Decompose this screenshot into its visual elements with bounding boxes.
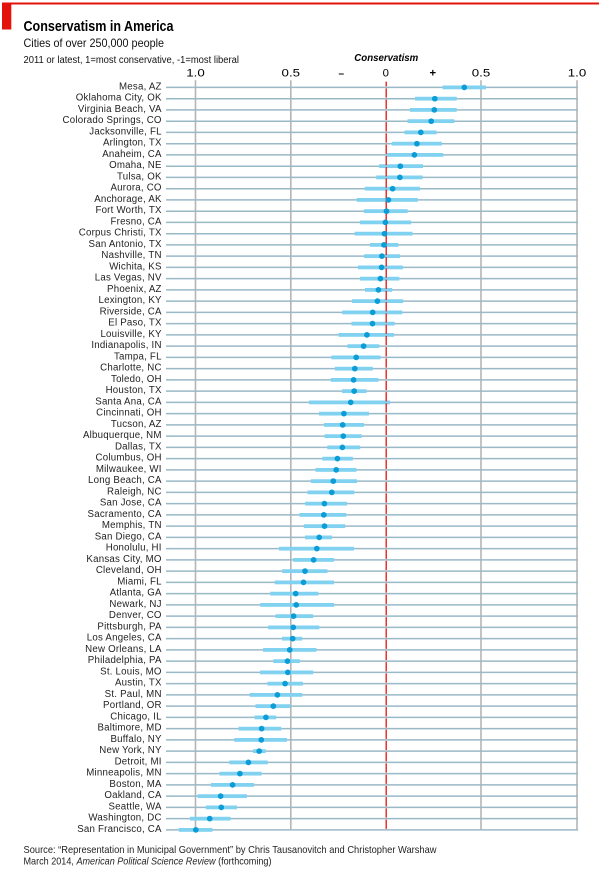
svg-text:Source: “Representation in Mun: Source: “Representation in Municipal Gov… bbox=[24, 845, 437, 856]
svg-text:1.0: 1.0 bbox=[186, 67, 205, 79]
svg-text:Toledo, OH: Toledo, OH bbox=[111, 374, 162, 385]
svg-text:Detroit, MI: Detroit, MI bbox=[115, 756, 162, 767]
svg-text:Lexington, KY: Lexington, KY bbox=[99, 295, 162, 306]
svg-text:Santa Ana, CA: Santa Ana, CA bbox=[95, 396, 162, 407]
svg-text:Nashville, TN: Nashville, TN bbox=[101, 250, 161, 261]
svg-text:Milwaukee, WI: Milwaukee, WI bbox=[96, 464, 162, 475]
svg-text:Virginia Beach, VA: Virginia Beach, VA bbox=[78, 104, 162, 115]
svg-text:Conservatism in America: Conservatism in America bbox=[24, 19, 175, 35]
svg-text:Fresno, CA: Fresno, CA bbox=[110, 216, 162, 227]
svg-text:Philadelphia, PA: Philadelphia, PA bbox=[88, 655, 162, 666]
svg-text:Anchorage, AK: Anchorage, AK bbox=[94, 194, 162, 205]
svg-text:0.5: 0.5 bbox=[282, 67, 301, 79]
svg-text:Buffalo, NY: Buffalo, NY bbox=[110, 734, 162, 745]
svg-text:Fort Worth, TX: Fort Worth, TX bbox=[95, 205, 162, 216]
svg-text:Los Angeles, CA: Los Angeles, CA bbox=[87, 633, 162, 644]
svg-text:Wichita, KS: Wichita, KS bbox=[109, 261, 162, 272]
svg-text:Miami, FL: Miami, FL bbox=[117, 576, 162, 587]
svg-text:Jacksonville, FL: Jacksonville, FL bbox=[89, 126, 162, 137]
svg-text:Charlotte, NC: Charlotte, NC bbox=[100, 363, 162, 374]
svg-text:Seattle, WA: Seattle, WA bbox=[108, 801, 162, 812]
svg-text:Cities of over 250,000 people: Cities of over 250,000 people bbox=[24, 37, 165, 50]
svg-text:Riverside, CA: Riverside, CA bbox=[100, 306, 162, 317]
svg-text:St. Louis, MO: St. Louis, MO bbox=[100, 666, 162, 677]
svg-text:Cincinnati, OH: Cincinnati, OH bbox=[96, 408, 162, 419]
svg-text:+: + bbox=[429, 67, 436, 79]
svg-text:0.5: 0.5 bbox=[472, 67, 491, 79]
svg-text:1.0: 1.0 bbox=[568, 67, 587, 79]
svg-text:Arlington, TX: Arlington, TX bbox=[103, 138, 162, 149]
svg-text:Aurora, CO: Aurora, CO bbox=[110, 183, 161, 194]
svg-text:Tucson, AZ: Tucson, AZ bbox=[111, 419, 162, 430]
svg-text:Atlanta, GA: Atlanta, GA bbox=[110, 588, 162, 599]
svg-text:Cleveland, OH: Cleveland, OH bbox=[96, 565, 162, 576]
svg-text:Sacramento, CA: Sacramento, CA bbox=[88, 509, 162, 520]
svg-text:Albuquerque, NM: Albuquerque, NM bbox=[83, 430, 162, 441]
svg-text:Tampa, FL: Tampa, FL bbox=[114, 351, 162, 362]
svg-text:Mesa, AZ: Mesa, AZ bbox=[119, 81, 162, 92]
svg-text:Raleigh, NC: Raleigh, NC bbox=[107, 486, 162, 497]
svg-text:Corpus Christi, TX: Corpus Christi, TX bbox=[79, 228, 162, 239]
svg-text:San Jose, CA: San Jose, CA bbox=[100, 498, 162, 509]
svg-text:Oklahoma City, OK: Oklahoma City, OK bbox=[76, 93, 162, 104]
svg-text:Austin, TX: Austin, TX bbox=[115, 678, 162, 689]
svg-text:El Paso, TX: El Paso, TX bbox=[108, 318, 162, 329]
svg-text:Honolulu, HI: Honolulu, HI bbox=[106, 543, 162, 554]
svg-text:San Antonio, TX: San Antonio, TX bbox=[89, 239, 162, 250]
svg-text:Houston, TX: Houston, TX bbox=[106, 385, 162, 396]
svg-text:San Diego, CA: San Diego, CA bbox=[95, 531, 162, 542]
svg-text:Pittsburgh, PA: Pittsburgh, PA bbox=[97, 621, 162, 632]
svg-text:Minneapolis, MN: Minneapolis, MN bbox=[86, 768, 161, 779]
svg-text:Newark, NJ: Newark, NJ bbox=[109, 599, 161, 610]
svg-text:Oakland, CA: Oakland, CA bbox=[104, 790, 162, 801]
svg-text:–: – bbox=[339, 68, 345, 79]
svg-text:Dallas, TX: Dallas, TX bbox=[115, 441, 162, 452]
svg-text:Colorado Springs, CO: Colorado Springs, CO bbox=[63, 115, 162, 126]
svg-text:Boston, MA: Boston, MA bbox=[109, 779, 162, 790]
svg-text:New Orleans, LA: New Orleans, LA bbox=[85, 644, 162, 655]
svg-text:Omaha, NE: Omaha, NE bbox=[109, 160, 162, 171]
svg-text:Conservatism: Conservatism bbox=[354, 53, 418, 64]
svg-text:2011 or latest, 1=most conserv: 2011 or latest, 1=most conservative, -1=… bbox=[24, 55, 240, 66]
svg-text:Baltimore, MD: Baltimore, MD bbox=[97, 723, 161, 734]
svg-text:Tulsa, OK: Tulsa, OK bbox=[117, 171, 162, 182]
svg-text:Anaheim, CA: Anaheim, CA bbox=[102, 149, 162, 160]
svg-text:Memphis, TN: Memphis, TN bbox=[102, 520, 162, 531]
svg-text:Indianapolis, IN: Indianapolis, IN bbox=[91, 340, 161, 351]
svg-text:Denver, CO: Denver, CO bbox=[109, 610, 162, 621]
svg-text:Long Beach, CA: Long Beach, CA bbox=[88, 475, 162, 486]
svg-text:New York, NY: New York, NY bbox=[99, 745, 162, 756]
svg-text:Washington, DC: Washington, DC bbox=[88, 813, 161, 824]
svg-text:San Francisco, CA: San Francisco, CA bbox=[77, 824, 162, 835]
svg-text:Portland, OR: Portland, OR bbox=[103, 700, 162, 711]
svg-text:St. Paul, MN: St. Paul, MN bbox=[105, 689, 162, 700]
svg-text:Kansas City, MO: Kansas City, MO bbox=[86, 554, 161, 565]
svg-text:March 2014, American Political: March 2014, American Political Science R… bbox=[24, 857, 272, 868]
svg-text:Phoenix, AZ: Phoenix, AZ bbox=[107, 284, 162, 295]
svg-text:0: 0 bbox=[383, 67, 389, 79]
svg-text:Chicago, IL: Chicago, IL bbox=[110, 711, 162, 722]
svg-text:Las Vegas, NV: Las Vegas, NV bbox=[95, 273, 162, 284]
svg-text:Louisville, KY: Louisville, KY bbox=[100, 329, 162, 340]
svg-text:Columbus, OH: Columbus, OH bbox=[96, 453, 162, 464]
